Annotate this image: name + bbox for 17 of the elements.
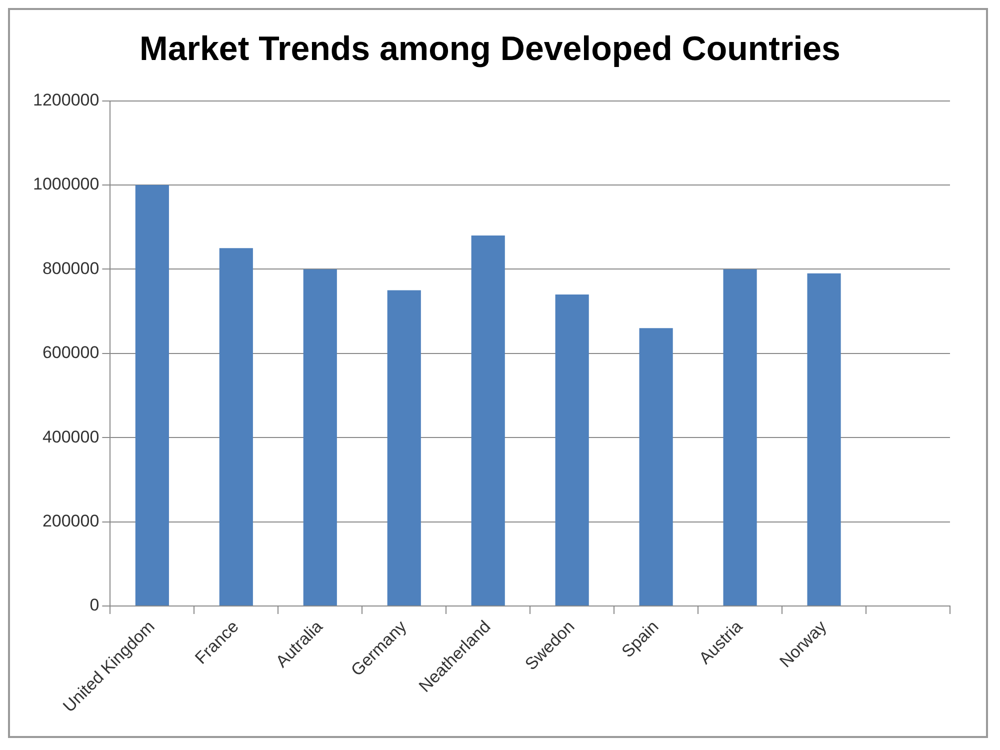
y-tick-label: 1000000 [32, 174, 100, 194]
bar [723, 269, 757, 606]
bar [555, 294, 589, 606]
y-tick-label: 200000 [42, 512, 100, 531]
bar [807, 273, 841, 606]
chart-title: Market Trends among Developed Countries [140, 30, 840, 68]
y-tick-label: 1200000 [32, 90, 100, 110]
bar [387, 290, 421, 606]
bar [639, 328, 673, 606]
bar [303, 269, 337, 606]
y-tick-label: 600000 [42, 343, 100, 362]
bar [135, 185, 169, 606]
y-tick-label: 0 [90, 596, 100, 615]
y-tick-label: 400000 [42, 427, 100, 446]
y-tick-label: 800000 [42, 258, 100, 278]
bar [471, 236, 505, 606]
bar [219, 248, 253, 606]
